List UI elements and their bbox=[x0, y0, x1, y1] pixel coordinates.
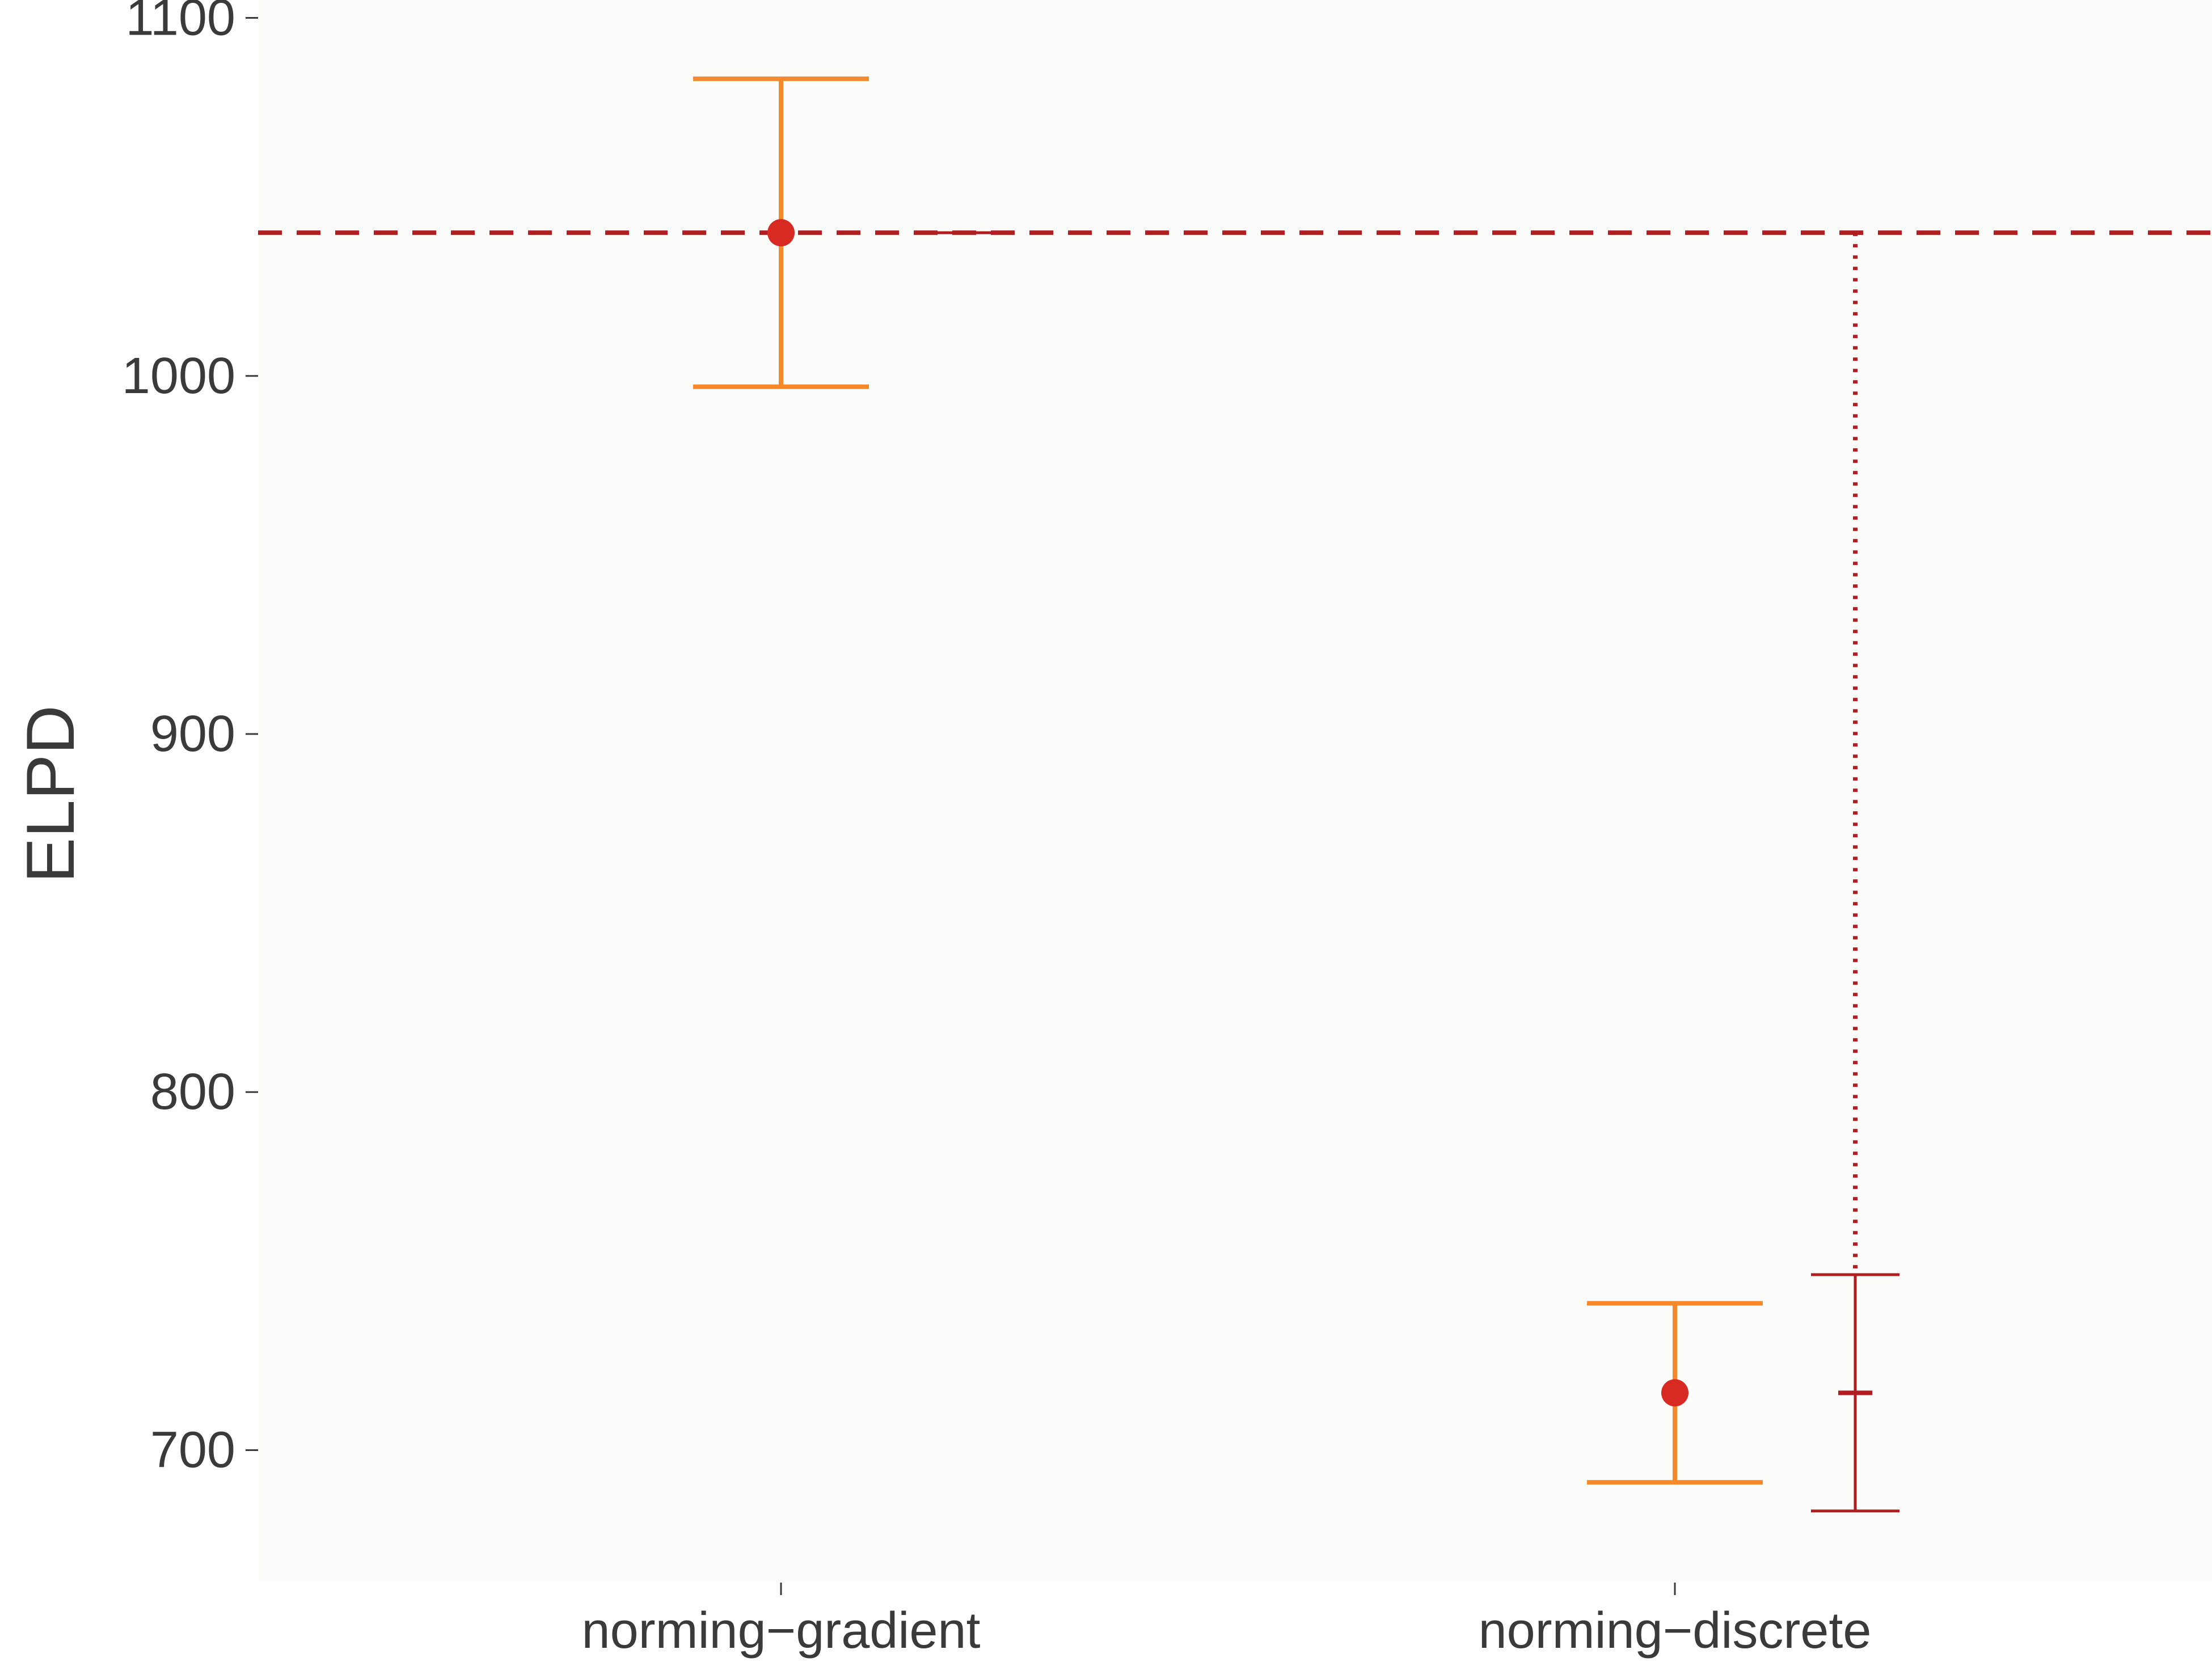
elpd-point bbox=[767, 219, 795, 247]
y-tick-label: 800 bbox=[150, 1064, 235, 1120]
plot-panel bbox=[258, 0, 2212, 1583]
elpd-point bbox=[1661, 1379, 1688, 1407]
x-tick-label: norming−discrete bbox=[1479, 1602, 1872, 1659]
axes-layer: 700 800 900 1000 1100 norming−gradient norming… bbox=[122, 0, 1872, 1659]
y-axis-title: ELPD bbox=[12, 705, 88, 883]
marks-layer bbox=[693, 76, 1899, 1513]
y-tick-label: 900 bbox=[150, 706, 235, 762]
x-tick-label: norming−gradient bbox=[582, 1602, 981, 1659]
y-tick-label: 1000 bbox=[122, 348, 235, 404]
y-tick-label: 1100 bbox=[125, 0, 235, 47]
y-tick-label: 700 bbox=[150, 1421, 235, 1478]
